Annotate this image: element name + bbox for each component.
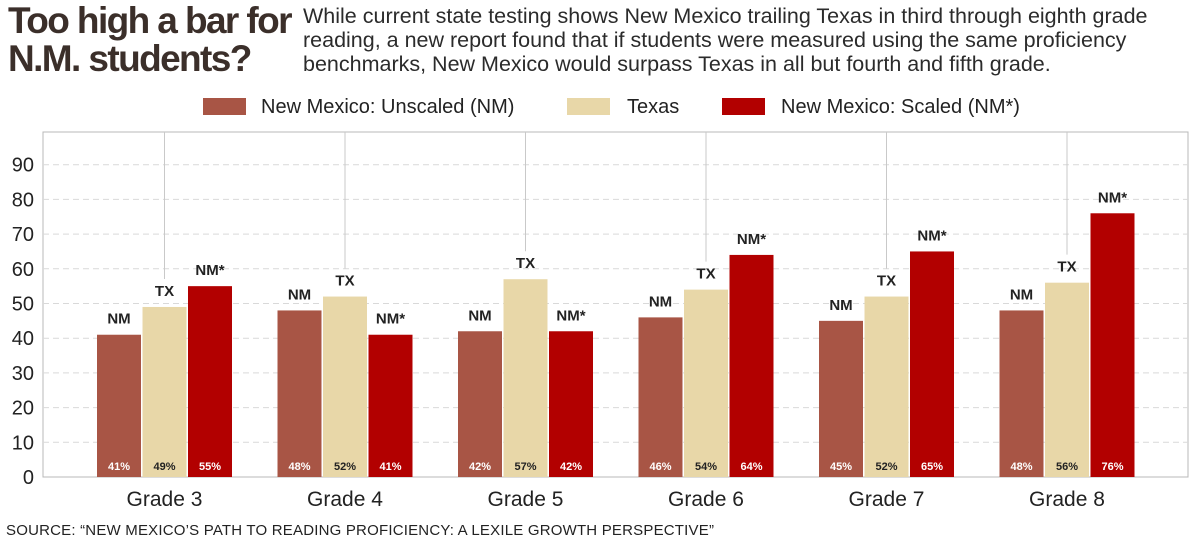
bar-value-label: 52%	[875, 461, 897, 473]
y-tick-label: 0	[23, 467, 34, 489]
bar	[729, 254, 774, 477]
bar-series-label: TX	[877, 273, 896, 290]
bar-chart: New Mexico: Unscaled (NM) Texas New Mexico…	[12, 96, 1189, 511]
y-tick-label: 30	[12, 363, 34, 385]
bar-value-label: 65%	[921, 461, 943, 473]
bar-series-label: NM*	[737, 231, 766, 248]
bar-series-label: NM	[107, 311, 130, 328]
y-tick-label: 90	[12, 155, 34, 177]
bar-group: NM 48% TX 56% NM* 76%	[999, 189, 1135, 477]
bar	[684, 289, 728, 477]
bar-group: NM 42% TX 57% NM* 42%	[458, 255, 593, 477]
bar-series-label: NM*	[917, 227, 946, 244]
bar-series-label: TX	[1057, 259, 1076, 276]
chart-legend: New Mexico: Unscaled (NM) Texas New Mexico…	[203, 96, 1020, 118]
bar-series-label: TX	[696, 266, 715, 283]
bar	[910, 251, 954, 477]
bar-series-label: NM*	[195, 262, 224, 279]
legend-swatch	[567, 98, 610, 115]
x-tick-label: Grade 7	[849, 488, 925, 511]
legend-label: Texas	[627, 96, 679, 118]
bar	[1090, 213, 1135, 477]
x-tick-label: Grade 6	[668, 488, 744, 511]
legend-label: New Mexico: Unscaled (NM)	[261, 96, 514, 118]
bar-value-label: 46%	[649, 461, 671, 473]
legend-item: New Mexico: Scaled (NM*)	[722, 96, 1020, 118]
bar-value-label: 45%	[830, 461, 852, 473]
bar-group: NM 46% TX 54% NM* 64%	[638, 231, 774, 477]
bar-value-label: 42%	[469, 461, 491, 473]
bar-series-label: TX	[155, 283, 174, 300]
bar	[142, 306, 187, 477]
bar-series-label: NM	[288, 286, 311, 303]
bar	[188, 286, 232, 477]
bar	[1045, 282, 1089, 477]
bar-series-label: TX	[335, 273, 354, 290]
bar-value-label: 48%	[288, 461, 310, 473]
bar-value-label: 48%	[1010, 461, 1032, 473]
x-axis: Grade 3 Grade 4 Grade 5 Grade 6 Grade 7 Grade…	[127, 488, 1105, 511]
bar	[638, 317, 683, 477]
bar	[819, 320, 863, 477]
bar-value-label: 52%	[334, 461, 356, 473]
y-tick-label: 70	[12, 224, 34, 246]
bar-series-label: NM	[1010, 286, 1033, 303]
bar	[864, 296, 909, 477]
x-tick-label: Grade 5	[488, 488, 564, 511]
legend-item: New Mexico: Unscaled (NM)	[203, 96, 514, 118]
y-tick-label: 10	[12, 432, 34, 454]
chart-title: Too high a bar for N.M. students?	[8, 0, 293, 79]
bar-value-label: 76%	[1101, 461, 1123, 473]
bar	[368, 334, 413, 477]
bar	[323, 296, 367, 477]
bar-value-label: 55%	[199, 461, 221, 473]
legend-swatch	[722, 98, 765, 115]
bar-series-label: TX	[516, 255, 535, 272]
bar-series-label: NM*	[1098, 189, 1127, 206]
x-tick-label: Grade 3	[127, 488, 203, 511]
plot-border	[42, 131, 1189, 478]
plot-frame	[42, 131, 1189, 478]
bar-value-label: 42%	[560, 461, 582, 473]
bar-value-label: 49%	[153, 461, 175, 473]
legend-label: New Mexico: Scaled (NM*)	[781, 96, 1020, 118]
bar-series-label: NM*	[376, 311, 405, 328]
bar	[999, 310, 1044, 477]
bar	[277, 310, 322, 477]
source-note: SOURCE: “NEW MEXICO’S PATH TO READING PR…	[6, 522, 715, 539]
y-tick-label: 20	[12, 398, 34, 420]
bar-value-label: 41%	[108, 461, 130, 473]
y-axis: 0 10 20 30 40 50 60 70 80 90	[12, 155, 34, 489]
bar-value-label: 64%	[740, 461, 762, 473]
bar-value-label: 56%	[1056, 461, 1078, 473]
bar	[97, 334, 141, 477]
y-tick-label: 40	[12, 328, 34, 350]
chart-subtitle: While current state testing shows New Me…	[303, 4, 1148, 76]
bar	[458, 331, 502, 477]
bar-series-label: NM	[649, 293, 672, 310]
bar	[549, 331, 593, 477]
bars: NM 41% TX 49% NM* 55% NM 48% TX 52% NM* 41% NM 42% TX 5…	[97, 189, 1135, 477]
y-tick-label: 80	[12, 189, 34, 211]
group-guide-lines	[164, 132, 1068, 279]
bar-value-label: 57%	[514, 461, 536, 473]
grid-lines	[43, 164, 1188, 443]
legend-item: Texas	[567, 96, 679, 118]
y-tick-label: 50	[12, 294, 34, 316]
bar-group: NM 41% TX 49% NM* 55%	[97, 262, 232, 477]
legend-swatch	[203, 98, 246, 115]
bar	[503, 279, 548, 477]
bar-group: NM 45% TX 52% NM* 65%	[819, 227, 954, 477]
bar-value-label: 41%	[379, 461, 401, 473]
bar-value-label: 54%	[695, 461, 717, 473]
bar-series-label: NM	[829, 297, 852, 314]
bar-series-label: NM	[468, 307, 491, 324]
bar-series-label: NM*	[556, 307, 585, 324]
x-tick-label: Grade 8	[1029, 488, 1105, 511]
y-tick-label: 60	[12, 259, 34, 281]
bar-group: NM 48% TX 52% NM* 41%	[277, 273, 413, 477]
x-tick-label: Grade 4	[307, 488, 383, 511]
